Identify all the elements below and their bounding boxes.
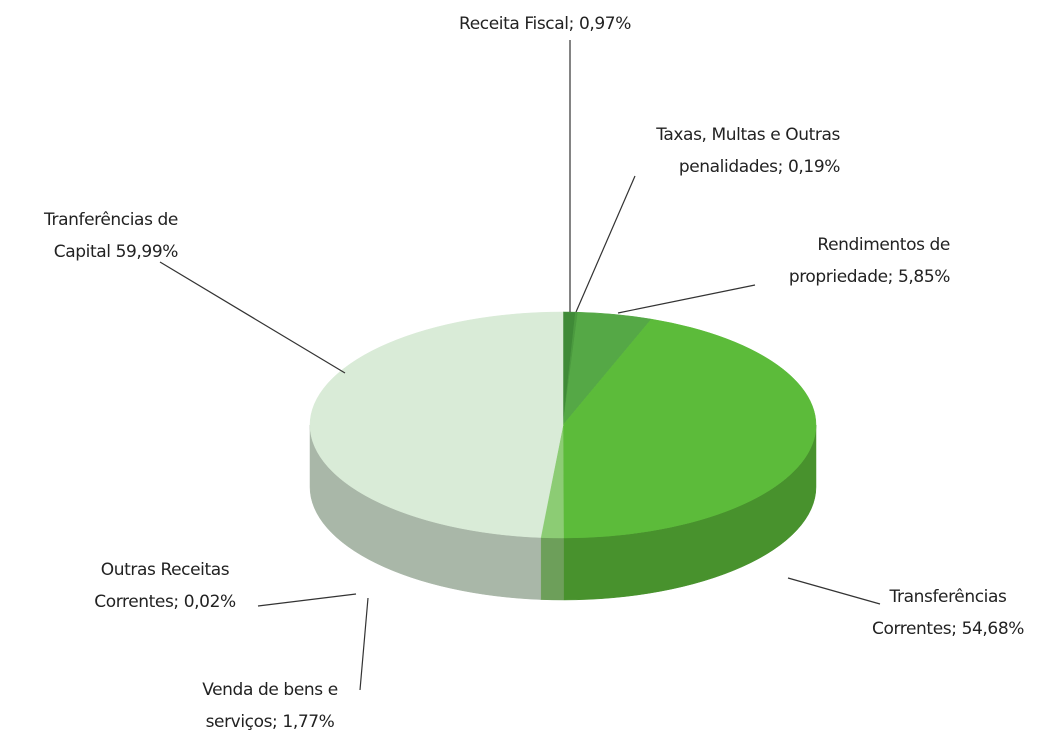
leader-line [787,577,881,605]
category-label: Receita Fiscal; [459,14,574,34]
category-label: Taxas, Multas e Outras penalidades; [656,125,840,177]
data-label: Venda de bens e serviços; 1,77% [180,674,360,737]
category-label: Transferências Correntes; [872,587,1007,639]
category-label: Rendimentos de propriedade; [788,235,951,287]
value-label: 5,85% [897,267,950,287]
leader-line [257,593,357,607]
slice [309,311,564,538]
leader-line [575,175,636,313]
leader-line [159,261,346,374]
data-label: Tranferências de Capital 59,99% [8,204,178,268]
leader-line [617,284,756,314]
data-label: Rendimentos de propriedade; 5,85% [740,229,951,293]
leader-line [359,597,369,691]
value-label: 0,02% [183,592,236,612]
slice-side [540,537,564,601]
value-label: 0,19% [787,157,840,177]
value-label: 0,97% [578,14,631,34]
category-label: Outras Receitas Correntes; [94,560,230,612]
slice [562,318,817,539]
value-label: 59,99% [115,242,179,262]
data-label: Transferências Correntes; 54,68% [858,581,1038,645]
category-label: Venda de bens e serviços; [202,680,338,732]
data-label: Receita Fiscal; 0,97% [430,8,660,40]
category-label: Tranferências de Capital [44,210,178,262]
value-label: 54,68% [961,619,1025,639]
data-label: Taxas, Multas e Outras penalidades; 0,19… [600,119,840,183]
value-label: 1,77% [282,712,335,732]
data-label: Outras Receitas Correntes; 0,02% [70,554,260,618]
